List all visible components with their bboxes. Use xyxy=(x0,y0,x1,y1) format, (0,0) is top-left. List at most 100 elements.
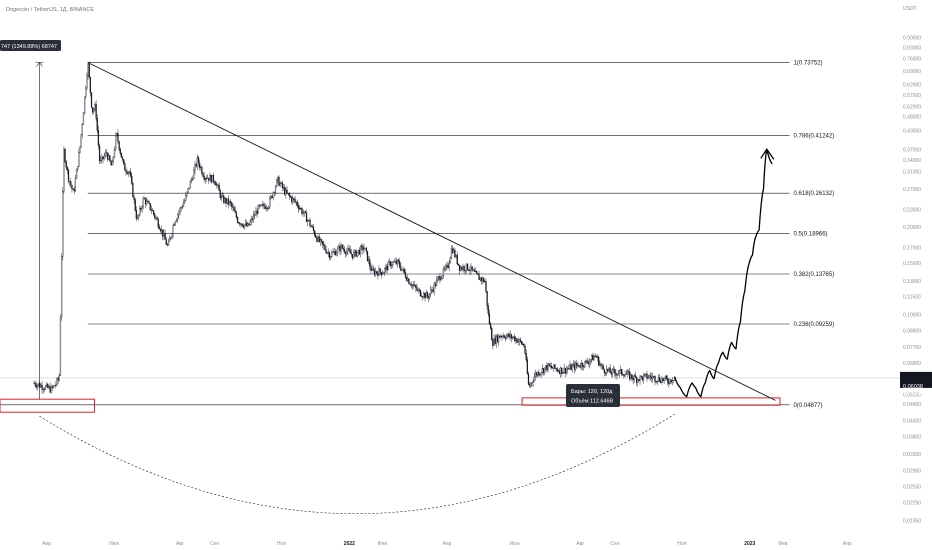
candle-body xyxy=(553,364,555,369)
candle-body xyxy=(52,385,55,388)
candle-body xyxy=(334,251,336,256)
tooltip-bars: Бары: 120, 120д xyxy=(571,389,613,395)
candle-body xyxy=(139,208,141,216)
candle-body xyxy=(209,175,211,181)
candle-body xyxy=(276,179,278,187)
support-zones[interactable] xyxy=(0,397,781,413)
candle-body xyxy=(602,366,604,370)
candle-body xyxy=(43,389,45,391)
dashed-arc[interactable] xyxy=(39,413,675,514)
candle-body xyxy=(403,268,405,273)
candle-body xyxy=(184,200,186,203)
candle-body xyxy=(85,87,87,98)
candle-body xyxy=(428,293,431,299)
candle-body xyxy=(501,335,503,337)
support-zone-box[interactable] xyxy=(0,398,95,413)
current-price-tag: 0.06038 16:42:48 xyxy=(900,371,932,397)
candle-body xyxy=(561,367,563,374)
candle-body xyxy=(517,341,519,343)
candle-body xyxy=(33,382,35,384)
candle-body xyxy=(272,192,274,198)
y-tick-label: 0.08800 xyxy=(903,328,921,334)
candle-body xyxy=(249,221,251,226)
candle-body xyxy=(146,200,148,205)
support-zone-box[interactable] xyxy=(521,397,781,406)
candle-body xyxy=(273,192,275,194)
candle-body xyxy=(315,235,317,238)
candle-body xyxy=(208,177,210,181)
candle-body xyxy=(220,196,223,199)
y-tick-label: 0.83000 xyxy=(903,46,921,52)
candle-body xyxy=(72,188,74,190)
candle-body xyxy=(627,371,630,373)
candle-body xyxy=(568,368,570,370)
candle-body xyxy=(119,149,121,154)
candle-body xyxy=(215,182,217,186)
range-tooltip: Бары: 120, 120д Объём 112.646B xyxy=(566,384,620,407)
candle-body xyxy=(530,382,532,387)
candle-body xyxy=(80,134,82,147)
candle-body xyxy=(136,217,139,219)
y-tick-label: 0.37000 xyxy=(903,147,921,153)
candle-body xyxy=(75,168,78,179)
candle-body xyxy=(361,245,363,247)
candle-body xyxy=(634,375,637,378)
y-tick-label: 0.11500 xyxy=(903,295,921,301)
fibonacci-retracement[interactable]: 1(0.73752) 0.786(0.41242) 0.618(0.26132) 0.… xyxy=(0,60,834,409)
fib-level-label: 0(0.04877) xyxy=(794,403,823,409)
candle-body xyxy=(213,181,216,183)
candle-body xyxy=(526,359,528,374)
candle-body xyxy=(282,187,285,189)
candle-body xyxy=(101,156,103,161)
candle-body xyxy=(492,339,494,346)
y-tick-label: 0.04900 xyxy=(903,402,921,408)
x-tick-label: Ноя xyxy=(277,541,286,547)
candle-body xyxy=(542,368,545,374)
candle-body xyxy=(630,374,632,380)
candle-body xyxy=(310,225,312,227)
candle-body xyxy=(374,271,377,275)
candle-body xyxy=(353,252,355,259)
candle-body xyxy=(81,124,83,135)
candle-body xyxy=(121,157,124,160)
candle-body xyxy=(619,369,622,371)
candle-body xyxy=(621,369,623,375)
candle-body xyxy=(56,378,58,385)
candle-body xyxy=(503,335,505,338)
candle-body xyxy=(372,268,374,271)
projection-path[interactable] xyxy=(673,148,773,398)
candle-body xyxy=(384,268,386,273)
candle-body xyxy=(670,379,672,383)
time-axis[interactable]: Апр Июн Авг Сен Ноя 2022 Фев Апр Июн Авг Сен Ноя 202… xyxy=(42,541,852,547)
candle-body xyxy=(451,248,454,253)
candle-body xyxy=(474,271,477,273)
candle-body xyxy=(236,217,239,223)
candlestick-series xyxy=(33,61,676,394)
candle-body xyxy=(363,247,365,251)
candle-body xyxy=(40,384,42,388)
candle-body xyxy=(480,277,482,281)
candle-body xyxy=(336,247,339,253)
candle-body xyxy=(47,383,49,388)
candle-body xyxy=(509,334,511,338)
candle-body xyxy=(493,338,495,346)
candle-body xyxy=(65,161,67,168)
candle-body xyxy=(113,149,116,158)
candle-body xyxy=(102,156,104,160)
candle-body xyxy=(615,372,617,376)
candle-body xyxy=(358,249,361,255)
candle-body xyxy=(175,219,178,222)
trendline[interactable] xyxy=(87,62,776,401)
fib-level-label: 0.5(0.18966) xyxy=(794,232,828,238)
candle-body xyxy=(479,277,481,280)
candle-body xyxy=(253,214,255,220)
candle-body xyxy=(485,281,487,292)
candle-body xyxy=(449,257,451,264)
candle-body xyxy=(35,385,37,388)
price-axis[interactable]: 0.90000 0.83000 0.76000 0.69000 0.62000 0.570… xyxy=(903,35,921,524)
candle-body xyxy=(66,166,68,171)
y-tick-label: 0.31000 xyxy=(903,170,921,176)
candle-body xyxy=(239,222,241,225)
candle-body xyxy=(258,205,261,207)
